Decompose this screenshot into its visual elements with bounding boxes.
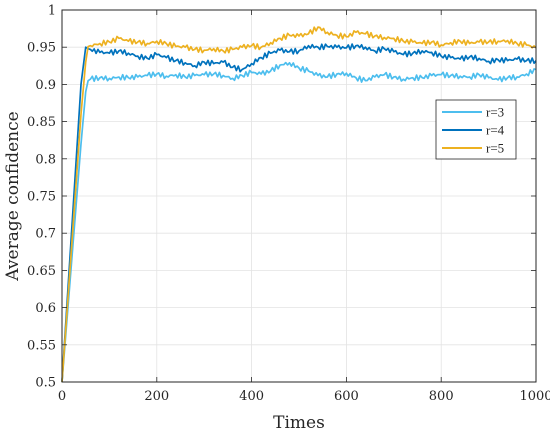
x-tick-label: 1000 — [519, 389, 550, 404]
series-line-r-5 — [61, 26, 537, 383]
y-tick-label: 0.85 — [27, 115, 56, 130]
y-axis-title: Average confidence — [3, 111, 23, 281]
x-tick-label: 400 — [239, 389, 264, 404]
y-tick-label: 0.6 — [35, 301, 56, 316]
series-line-r-3 — [61, 61, 537, 383]
x-tick-label: 600 — [334, 389, 359, 404]
y-tick-label: 0.65 — [27, 264, 56, 279]
y-tick-label: 1 — [48, 4, 56, 19]
legend: r=3 r=4 r=5 — [435, 99, 517, 160]
y-tick-label: 0.9 — [35, 78, 56, 93]
y-tick-label: 0.95 — [27, 41, 56, 56]
y-tick-label: 0.55 — [27, 338, 56, 353]
y-tick-label: 0.7 — [35, 227, 56, 242]
x-axis-title: Times — [273, 413, 325, 433]
y-tick-label: 0.75 — [27, 190, 56, 205]
legend-label: r=4 — [486, 123, 505, 138]
legend-label: r=3 — [486, 105, 504, 120]
series-lines — [61, 26, 537, 383]
y-tick-label: 0.8 — [35, 152, 56, 167]
x-tick-label: 200 — [144, 389, 169, 404]
legend-label: r=5 — [486, 141, 504, 156]
axis-ticks: 0 200 400 600 800 1000 0.5 0.55 0.6 0.65 0.7 0.75 0.… — [27, 4, 550, 405]
y-tick-label: 0.5 — [35, 376, 56, 391]
x-tick-label: 0 — [58, 389, 66, 404]
x-tick-label: 800 — [429, 389, 454, 404]
series-line-r-4 — [61, 43, 537, 383]
